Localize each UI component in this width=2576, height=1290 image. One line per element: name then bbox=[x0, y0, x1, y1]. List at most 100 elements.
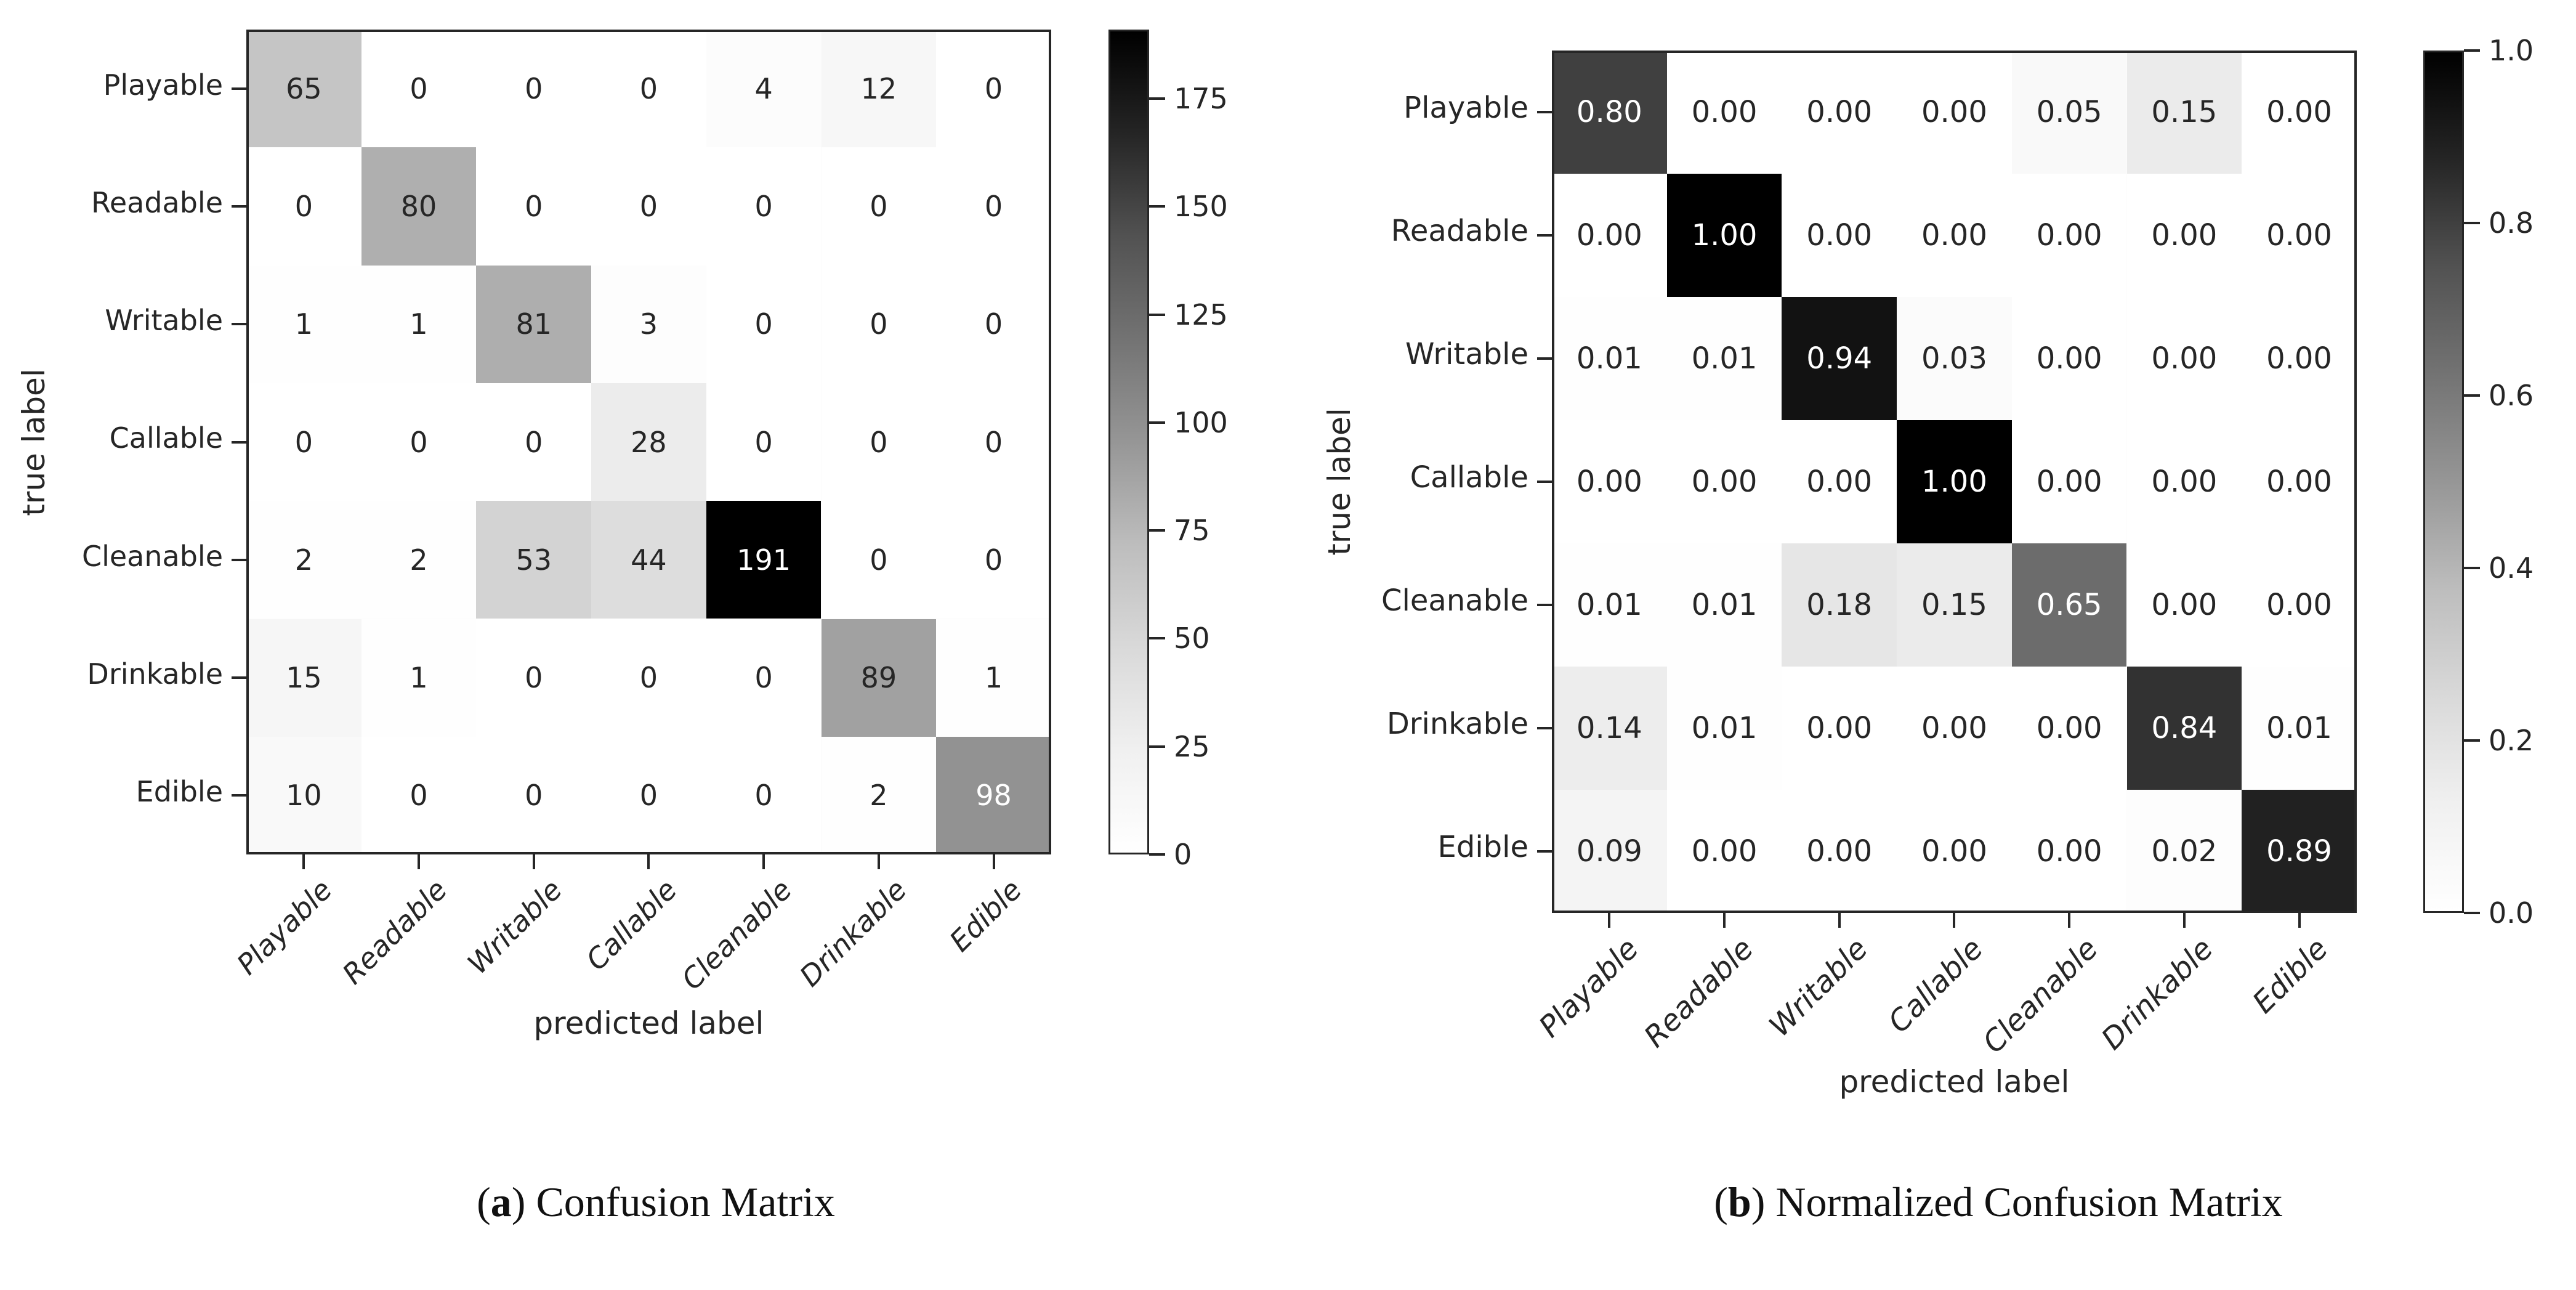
matrix-cell: 0.84 bbox=[2126, 667, 2242, 790]
matrix-cell: 1 bbox=[361, 265, 477, 383]
matrix-cell: 0 bbox=[476, 147, 592, 266]
x-tick bbox=[992, 854, 995, 870]
x-tick bbox=[2298, 913, 2301, 928]
matrix-cell: 0 bbox=[591, 147, 706, 266]
colorbar-tick bbox=[1149, 97, 1165, 100]
matrix-cell: 0.01 bbox=[1666, 543, 1782, 667]
matrix-cell: 0 bbox=[936, 265, 1049, 383]
y-tick bbox=[1537, 234, 1552, 237]
col-label: Readable bbox=[1637, 931, 1760, 1055]
x-tick bbox=[1838, 913, 1841, 928]
matrix-cell: 0.00 bbox=[1897, 790, 2012, 911]
y-tick bbox=[232, 440, 246, 444]
matrix-cell: 0.00 bbox=[1554, 174, 1667, 297]
matrix-cell: 0.00 bbox=[2126, 420, 2242, 543]
colorbar-gradient bbox=[1108, 30, 1149, 854]
col-label: Playable bbox=[1532, 931, 1645, 1045]
colorbar-tick bbox=[2464, 567, 2480, 569]
matrix-cell: 0 bbox=[591, 736, 706, 853]
matrix-cell: 4 bbox=[706, 32, 822, 148]
x-tick bbox=[877, 854, 880, 870]
y-tick bbox=[1537, 481, 1552, 483]
row-label: Callable bbox=[109, 421, 223, 455]
matrix-cell: 98 bbox=[936, 736, 1049, 853]
matrix-cell: 12 bbox=[821, 32, 937, 148]
matrix-cell: 10 bbox=[248, 736, 361, 853]
caption-close-paren: ) bbox=[1751, 1178, 1776, 1225]
y-tick bbox=[232, 676, 246, 679]
caption-b: (b) Normalized Confusion Matrix bbox=[1714, 1178, 2283, 1227]
matrix-cell: 2 bbox=[248, 501, 361, 619]
caption-close-paren: ) bbox=[511, 1178, 536, 1225]
matrix-cell: 0.02 bbox=[2126, 790, 2242, 911]
matrix-cell: 1 bbox=[936, 619, 1049, 737]
matrix-cell: 1.00 bbox=[1897, 420, 2012, 543]
colorbar-tick-label: 0.8 bbox=[2489, 206, 2534, 240]
col-label: Cleanable bbox=[1976, 931, 2105, 1060]
matrix-cell: 44 bbox=[591, 501, 706, 619]
caption-open-paren: ( bbox=[1714, 1178, 1728, 1225]
matrix-cell: 1.00 bbox=[1666, 174, 1782, 297]
row-label: Playable bbox=[103, 68, 223, 102]
col-label: Drinkable bbox=[2094, 931, 2220, 1057]
matrix-cell: 0 bbox=[591, 32, 706, 148]
y-tick bbox=[232, 794, 246, 797]
matrix-cell: 0.05 bbox=[2011, 53, 2127, 174]
matrix-cell: 0 bbox=[591, 619, 706, 737]
matrix-cell: 0.00 bbox=[1782, 53, 1897, 174]
colorbar-tick bbox=[1149, 421, 1165, 424]
colorbar-tick-label: 150 bbox=[1174, 190, 1228, 224]
matrix-cell: 65 bbox=[248, 32, 361, 148]
matrix-cell: 0.00 bbox=[2126, 174, 2242, 297]
matrix-cell: 0.00 bbox=[2011, 790, 2127, 911]
matrix-cell: 0.80 bbox=[1554, 53, 1667, 174]
colorbar-tick bbox=[1149, 637, 1165, 640]
row-label: Drinkable bbox=[1386, 707, 1528, 742]
matrix-cell: 0 bbox=[706, 147, 822, 266]
matrix-cell: 0 bbox=[821, 265, 937, 383]
matrix-cell: 0.18 bbox=[1782, 543, 1897, 667]
colorbar-tick bbox=[2464, 394, 2480, 397]
colorbar-tick-label: 25 bbox=[1174, 729, 1210, 763]
row-label: Playable bbox=[1403, 91, 1528, 126]
row-label: Callable bbox=[1410, 460, 1528, 495]
matrix-cell: 0.15 bbox=[2126, 53, 2242, 174]
matrix-cell: 0.00 bbox=[2011, 667, 2127, 790]
y-tick bbox=[1537, 357, 1552, 360]
matrix-cell: 0.00 bbox=[2011, 297, 2127, 420]
matrix-cell: 0.15 bbox=[1897, 543, 2012, 667]
colorbar-tick-label: 0.0 bbox=[2489, 896, 2534, 930]
row-label: Writable bbox=[1405, 337, 1528, 372]
matrix-cell: 0.00 bbox=[2242, 53, 2354, 174]
matrix-cell: 2 bbox=[361, 501, 477, 619]
colorbar-tick-label: 0 bbox=[1174, 838, 1192, 871]
colorbar-tick bbox=[1149, 313, 1165, 316]
caption-open-paren: ( bbox=[477, 1178, 491, 1225]
x-tick bbox=[762, 854, 765, 870]
matrix-cell: 0.14 bbox=[1554, 667, 1667, 790]
y-tick bbox=[232, 323, 246, 326]
colorbar-gradient bbox=[2423, 51, 2464, 913]
matrix-cell: 89 bbox=[821, 619, 937, 737]
matrix-cell: 80 bbox=[361, 147, 477, 266]
matrix-cell: 0.09 bbox=[1554, 790, 1667, 911]
colorbar-tick-label: 125 bbox=[1174, 298, 1228, 331]
matrix-cell: 81 bbox=[476, 265, 592, 383]
col-label: Writable bbox=[1762, 931, 1875, 1044]
colorbar-tick bbox=[2464, 49, 2480, 52]
row-label: Cleanable bbox=[81, 539, 223, 573]
x-axis-label: predicted label bbox=[1839, 1064, 2070, 1100]
matrix-cell: 1 bbox=[248, 265, 361, 383]
matrix-cell: 0.89 bbox=[2242, 790, 2354, 911]
x-tick bbox=[532, 854, 535, 870]
matrix-cell: 0.65 bbox=[2011, 543, 2127, 667]
matrix-cell: 3 bbox=[591, 265, 706, 383]
matrix-cell: 0 bbox=[248, 147, 361, 266]
y-tick bbox=[1537, 111, 1552, 113]
matrix-cell: 0.00 bbox=[1782, 790, 1897, 911]
matrix-cell: 0 bbox=[476, 383, 592, 501]
x-tick bbox=[1608, 913, 1611, 928]
matrix-cell: 0.00 bbox=[2242, 297, 2354, 420]
colorbar-tick bbox=[2464, 739, 2480, 742]
row-label: Readable bbox=[1391, 214, 1528, 249]
